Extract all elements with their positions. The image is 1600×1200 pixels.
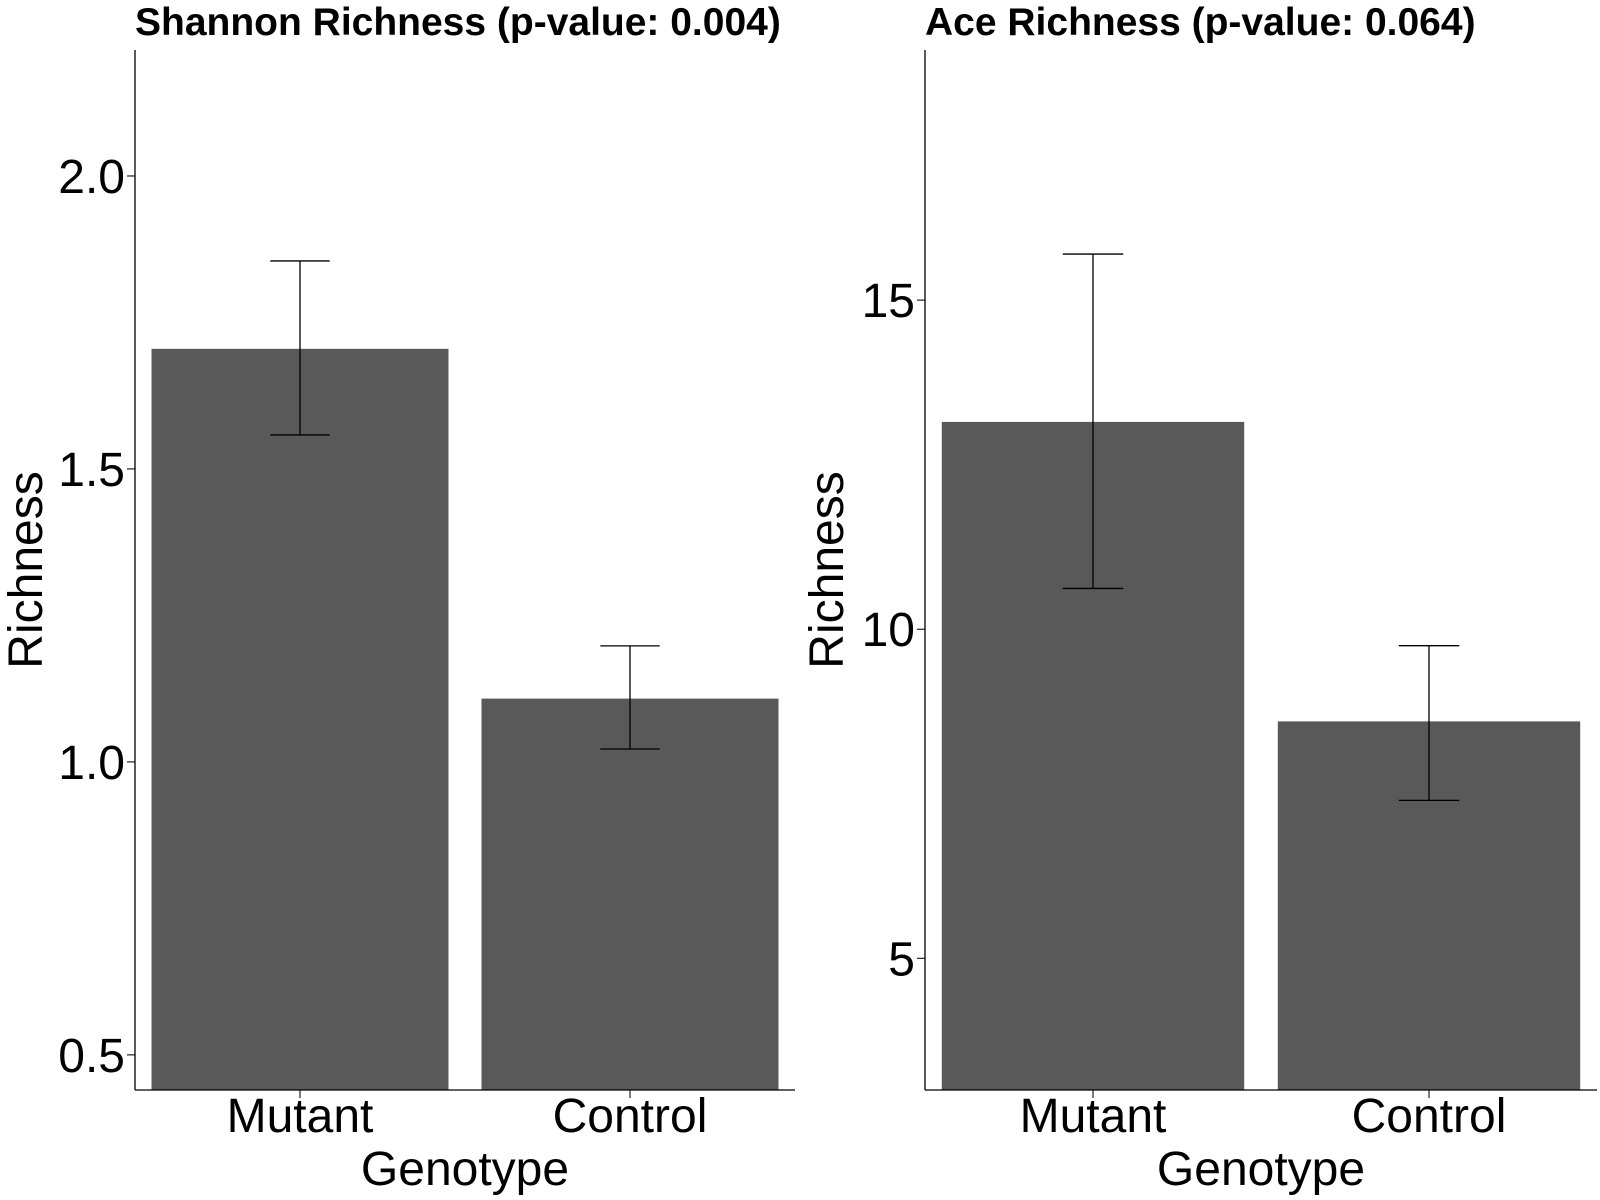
ace-y-axis-title: Richness <box>801 471 854 668</box>
ace-error-bars <box>1062 253 1460 802</box>
ace-x-axis-title: Genotype <box>1157 1143 1365 1196</box>
shannon-x-axis-title: Genotype <box>361 1143 569 1196</box>
shannon-bar-mutant <box>151 348 449 1090</box>
shannon-error-bars <box>270 260 660 750</box>
shannon-bars <box>151 348 779 1090</box>
shannon-error-bar-mutant <box>270 260 330 436</box>
shannon-y-tick-label: 0.5 <box>58 1030 125 1083</box>
shannon-y-axis-title: Richness <box>0 471 53 668</box>
ace-y-ticks: 5 10 15 <box>862 275 925 986</box>
ace-y-tick-label: 10 <box>862 604 915 657</box>
shannon-y-tick-label: 1.0 <box>58 737 125 790</box>
shannon-y-tick-label: 2.0 <box>58 151 125 204</box>
shannon-x-tick-label: Control <box>553 1090 708 1143</box>
ace-y-tick-label: 5 <box>888 933 915 986</box>
shannon-error-bar-control <box>600 645 660 750</box>
ace-y-tick-label: 15 <box>862 275 915 328</box>
shannon-y-tick-label: 1.5 <box>58 444 125 497</box>
shannon-bar-control <box>481 698 779 1090</box>
ace-panel-title: Ace Richness (p-value: 0.064) <box>925 1 1476 44</box>
ace-panel: Ace Richness (p-value: 0.064) 5 10 15 Muta… <box>801 1 1597 1196</box>
shannon-x-tick-label: Mutant <box>227 1090 374 1143</box>
shannon-panel: Shannon Richness (p-value: 0.004) 0.5 1.0… <box>0 1 795 1196</box>
shannon-panel-title: Shannon Richness (p-value: 0.004) <box>135 1 781 44</box>
ace-error-bar-mutant <box>1062 253 1124 590</box>
ace-x-tick-label: Control <box>1352 1090 1507 1143</box>
ace-x-tick-label: Mutant <box>1020 1090 1167 1143</box>
ace-bars <box>941 421 1581 1090</box>
ace-x-ticks: Mutant Control <box>1020 1090 1507 1143</box>
shannon-x-ticks: Mutant Control <box>227 1090 708 1143</box>
shannon-y-ticks: 0.5 1.0 1.5 2.0 <box>58 151 135 1083</box>
ace-error-bar-control <box>1398 645 1460 802</box>
